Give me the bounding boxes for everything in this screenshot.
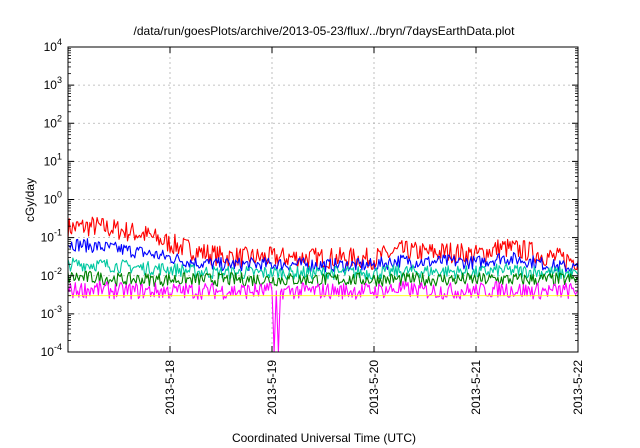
y-tick-exponent: 3	[57, 75, 62, 85]
y-tick-label: 10-2	[41, 266, 62, 283]
x-tick-label: 2013-5-22	[571, 360, 585, 415]
series-line	[68, 216, 578, 271]
y-tick-base: 10	[44, 193, 58, 207]
series-line	[68, 238, 578, 273]
y-tick-base: 10	[41, 269, 55, 283]
x-tick-label: 2013-5-18	[163, 360, 177, 415]
y-tick-exponent: 0	[57, 190, 62, 200]
x-tick-label: 2013-5-19	[265, 360, 279, 415]
y-tick-base: 10	[41, 231, 55, 245]
y-tick-base: 10	[44, 116, 58, 130]
y-tick-exponent: -3	[54, 304, 62, 314]
grid	[68, 47, 578, 352]
y-tick-label: 100	[44, 190, 62, 207]
y-tick-exponent: -1	[54, 228, 62, 238]
y-tick-label: 10-4	[41, 342, 62, 359]
plot-frame	[67, 46, 579, 353]
x-tick-label: 2013-5-20	[367, 360, 381, 415]
y-tick-exponent: -4	[54, 342, 62, 352]
y-tick-label: 10-3	[41, 304, 62, 321]
x-tick-label: 2013-5-21	[469, 360, 483, 415]
y-tick-base: 10	[44, 40, 58, 54]
y-tick-label: 102	[44, 113, 62, 130]
y-tick-label: 101	[44, 151, 62, 168]
series-line	[68, 257, 578, 281]
y-tick-base: 10	[44, 78, 58, 92]
series-line	[68, 280, 578, 352]
y-tick-base: 10	[44, 154, 58, 168]
y-tick-label: 104	[44, 37, 62, 54]
y-tick-exponent: 4	[57, 37, 62, 47]
y-tick-base: 10	[41, 307, 55, 321]
chart-title: /data/run/goesPlots/archive/2013-05-23/f…	[134, 24, 516, 38]
y-tick-label: 10-1	[41, 228, 62, 245]
y-tick-exponent: 1	[57, 151, 62, 161]
y-axis-label: cGy/day	[23, 178, 37, 222]
y-tick-label: 103	[44, 75, 62, 92]
y-tick-exponent: 2	[57, 113, 62, 123]
y-tick-exponent: -2	[54, 266, 62, 276]
plot-area	[68, 216, 578, 352]
axes: 10-410-310-210-11001011021031042013-5-18…	[41, 37, 585, 415]
y-tick-base: 10	[41, 345, 55, 359]
series-line	[68, 270, 578, 287]
x-axis-label: Coordinated Universal Time (UTC)	[232, 431, 416, 445]
